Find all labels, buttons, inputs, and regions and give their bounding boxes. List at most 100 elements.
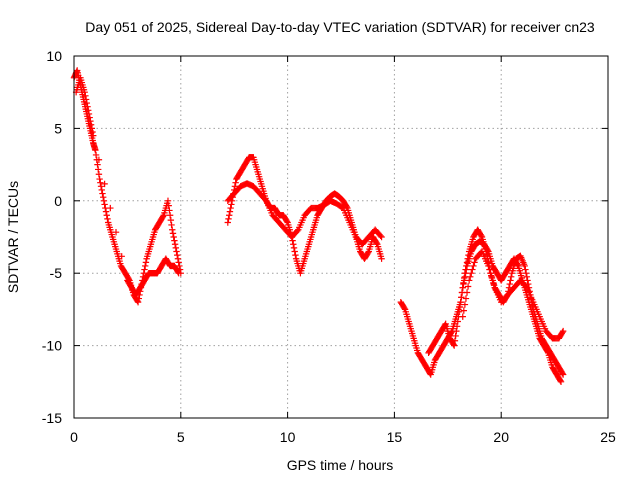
data-point	[173, 248, 180, 255]
data-point	[228, 201, 235, 208]
data-point	[172, 244, 180, 252]
y-tick-label: -5	[50, 265, 63, 281]
data-point	[401, 304, 408, 312]
data-point	[101, 180, 108, 188]
data-point	[118, 253, 125, 260]
data-point	[559, 371, 567, 378]
data-point	[159, 213, 167, 220]
data-point	[89, 128, 96, 136]
data-point	[461, 301, 469, 308]
data-point	[164, 197, 172, 204]
data-point	[507, 277, 514, 284]
data-point	[102, 208, 110, 215]
data-point	[465, 277, 473, 284]
data-point	[87, 117, 94, 125]
data-point	[378, 233, 385, 241]
data-point	[171, 237, 178, 244]
data-point	[292, 251, 299, 259]
x-tick-label: 5	[177, 429, 185, 445]
data-point	[451, 337, 459, 344]
data-point	[231, 183, 239, 190]
data-point	[456, 303, 464, 311]
data-point	[225, 215, 232, 223]
data-point	[458, 294, 465, 301]
data-point	[95, 166, 102, 173]
data-point	[471, 259, 478, 266]
data-point	[98, 186, 105, 194]
data-point	[232, 179, 239, 186]
data-point	[544, 348, 551, 355]
data-point	[261, 196, 269, 203]
series-segment-1b	[72, 74, 182, 299]
series-segment-2	[224, 154, 385, 277]
data-point	[506, 280, 513, 288]
data-point	[141, 266, 148, 273]
data-point	[294, 227, 301, 235]
data-point	[291, 248, 298, 255]
data-point	[95, 171, 103, 178]
data-point	[464, 283, 472, 290]
data-point	[463, 289, 471, 296]
data-point	[87, 121, 95, 128]
data-point	[486, 266, 493, 273]
data-point	[83, 99, 91, 107]
data-point	[107, 204, 114, 212]
data-point	[522, 270, 530, 277]
y-tick-label: -15	[42, 410, 62, 426]
data-point	[557, 377, 564, 384]
y-tick-label: 10	[46, 48, 62, 64]
data-point	[174, 268, 182, 276]
data-point	[462, 295, 470, 302]
data-point	[96, 175, 103, 183]
x-axis-label: GPS time / hours	[287, 457, 394, 473]
series-segment-3b	[425, 238, 565, 385]
data-point	[377, 232, 384, 239]
data-point	[378, 255, 385, 262]
data-point	[462, 270, 469, 277]
data-point	[142, 259, 150, 266]
data-point	[290, 244, 298, 252]
data-point	[85, 110, 93, 118]
y-tick-label: 5	[54, 120, 62, 136]
data-point	[460, 280, 467, 288]
data-point	[86, 114, 93, 121]
y-tick-label: -10	[42, 338, 62, 354]
chart-title: Day 051 of 2025, Sidereal Day-to-day VTE…	[85, 19, 595, 35]
data-point	[112, 228, 120, 236]
data-point	[485, 262, 492, 270]
data-point	[559, 370, 566, 377]
data-point	[166, 207, 173, 214]
x-tick-label: 10	[280, 429, 296, 445]
data-point	[97, 183, 105, 190]
data-point	[450, 341, 457, 348]
data-point	[170, 233, 177, 241]
data-point	[521, 262, 528, 270]
data-point	[226, 212, 233, 219]
y-axis-label: SDTVAR / TECUs	[5, 181, 21, 293]
data-point	[142, 262, 149, 270]
series-segment-2b	[224, 180, 385, 248]
data-point	[165, 202, 172, 209]
data-point	[426, 370, 434, 377]
data-point	[459, 284, 466, 291]
data-point	[99, 193, 107, 201]
data-point	[84, 103, 91, 110]
tick-labels: 0 5 10 15 20 25 -15 -10 -5 0 5 10	[42, 48, 616, 445]
data-point	[169, 230, 177, 237]
data-point	[459, 313, 466, 320]
data-point	[99, 190, 106, 197]
data-point	[88, 125, 95, 132]
series-segment-3c	[459, 248, 567, 342]
data-point	[467, 273, 474, 281]
data-point	[559, 327, 567, 335]
data-point	[484, 247, 491, 254]
data-point	[488, 273, 495, 281]
data-point	[100, 197, 108, 204]
plot-frame	[73, 55, 609, 419]
data-point	[101, 201, 108, 208]
data-point	[468, 270, 475, 277]
data-point	[290, 241, 297, 248]
data-point	[522, 266, 529, 273]
data-point	[226, 208, 234, 215]
